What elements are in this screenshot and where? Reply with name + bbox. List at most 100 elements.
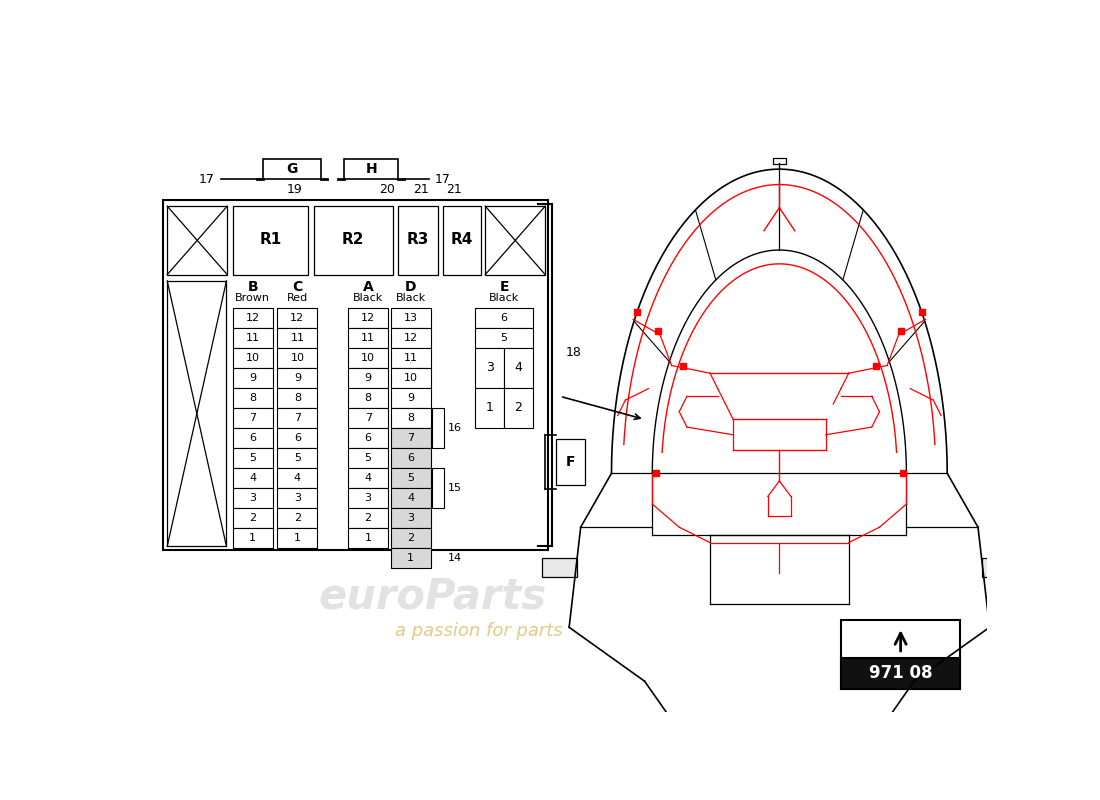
Text: 1: 1: [250, 533, 256, 543]
Text: 1: 1: [294, 533, 300, 543]
Bar: [982, 558, 1016, 578]
Bar: [233, 428, 273, 448]
Bar: [348, 428, 388, 448]
Text: 17: 17: [199, 173, 214, 186]
Bar: [504, 348, 534, 388]
Bar: [390, 328, 430, 348]
Text: 11: 11: [361, 333, 375, 342]
Bar: [348, 328, 388, 348]
Text: 2: 2: [364, 513, 372, 523]
Text: 14: 14: [449, 553, 462, 563]
Text: 10: 10: [245, 353, 260, 363]
Bar: [233, 408, 273, 428]
Text: 11: 11: [290, 333, 305, 342]
Bar: [233, 508, 273, 528]
Text: 5: 5: [407, 473, 414, 483]
Text: F: F: [565, 454, 575, 469]
Bar: [264, 159, 321, 179]
Bar: [348, 508, 388, 528]
Text: 3: 3: [486, 362, 494, 374]
Bar: [348, 388, 388, 408]
Bar: [398, 206, 438, 274]
Text: 2: 2: [294, 513, 301, 523]
Text: euroParts: euroParts: [319, 575, 547, 618]
Text: Brown: Brown: [235, 293, 271, 302]
Text: 5: 5: [365, 453, 372, 463]
Text: 12: 12: [245, 313, 260, 322]
Bar: [390, 528, 430, 548]
Bar: [556, 438, 585, 485]
Text: 8: 8: [249, 393, 256, 403]
Bar: [167, 206, 228, 274]
Bar: [233, 348, 273, 368]
Bar: [390, 548, 430, 568]
Bar: [277, 408, 318, 428]
Bar: [390, 408, 430, 428]
Text: R1: R1: [260, 233, 282, 247]
Bar: [167, 281, 227, 546]
Text: 9: 9: [294, 373, 301, 383]
Bar: [233, 488, 273, 508]
Bar: [475, 308, 534, 328]
Bar: [277, 388, 318, 408]
Bar: [348, 468, 388, 488]
Text: A: A: [363, 280, 374, 294]
Text: 10: 10: [404, 373, 418, 383]
Bar: [443, 206, 482, 274]
Bar: [773, 158, 785, 164]
Bar: [390, 308, 430, 328]
Bar: [390, 348, 430, 368]
Text: D: D: [405, 280, 416, 294]
Bar: [390, 388, 430, 408]
Text: 4: 4: [364, 473, 372, 483]
Bar: [277, 368, 318, 388]
Bar: [348, 448, 388, 468]
Text: 5: 5: [250, 453, 256, 463]
Text: Red: Red: [287, 293, 308, 302]
Text: a passion for parts: a passion for parts: [395, 622, 563, 640]
Text: 7: 7: [364, 413, 372, 423]
Text: 1: 1: [407, 553, 414, 563]
Bar: [163, 200, 548, 550]
Text: 8: 8: [294, 393, 301, 403]
Text: R2: R2: [341, 233, 364, 247]
Text: 3: 3: [250, 493, 256, 503]
Bar: [233, 448, 273, 468]
Text: Black: Black: [395, 293, 426, 302]
Text: 971 08: 971 08: [869, 664, 933, 682]
Bar: [277, 488, 318, 508]
Text: 18: 18: [566, 346, 582, 358]
Bar: [344, 159, 398, 179]
Text: 13: 13: [404, 313, 418, 322]
Bar: [504, 388, 534, 428]
Bar: [277, 448, 318, 468]
Text: G: G: [287, 162, 298, 176]
Text: 4: 4: [294, 473, 301, 483]
Bar: [390, 448, 430, 468]
Bar: [277, 468, 318, 488]
Text: Black: Black: [353, 293, 383, 302]
Text: 1: 1: [365, 533, 372, 543]
Text: 10: 10: [361, 353, 375, 363]
Text: Black: Black: [488, 293, 519, 302]
Bar: [277, 308, 318, 328]
Bar: [842, 619, 960, 689]
Bar: [485, 206, 546, 274]
Text: 4: 4: [249, 473, 256, 483]
Text: 11: 11: [404, 353, 418, 363]
Bar: [390, 428, 430, 448]
Text: B: B: [248, 280, 258, 294]
Bar: [233, 368, 273, 388]
Text: 9: 9: [407, 393, 414, 403]
Bar: [348, 408, 388, 428]
Bar: [390, 488, 430, 508]
Bar: [348, 348, 388, 368]
Bar: [348, 528, 388, 548]
Bar: [432, 408, 444, 448]
Bar: [233, 206, 308, 274]
Bar: [277, 508, 318, 528]
Bar: [390, 508, 430, 528]
Text: 6: 6: [294, 433, 300, 443]
Text: 12: 12: [404, 333, 418, 342]
Text: 7: 7: [407, 433, 414, 443]
